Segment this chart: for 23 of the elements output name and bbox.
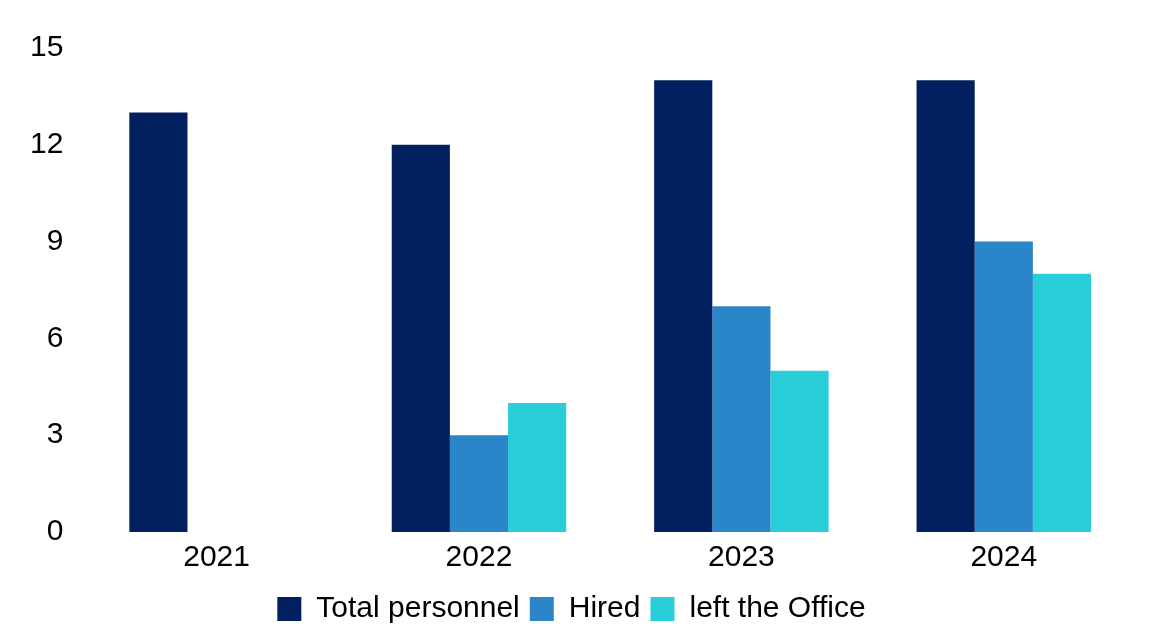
- y-tick-label: 0: [46, 513, 64, 547]
- y-tick-label: 6: [46, 319, 64, 353]
- legend-label: Hired: [568, 590, 641, 624]
- x-tick-label: 2024: [970, 539, 1038, 573]
- x-tick-label: 2022: [445, 539, 513, 573]
- y-tick-label: 3: [46, 416, 64, 450]
- x-tick-label: 2021: [183, 539, 250, 573]
- bar: [654, 80, 713, 532]
- bar: [1032, 273, 1092, 532]
- bar: [129, 112, 188, 532]
- legend-label: Total personnel: [316, 590, 520, 624]
- y-tick-label: 9: [46, 222, 64, 256]
- x-tick-label: 2023: [708, 539, 775, 573]
- bar: [508, 402, 567, 532]
- bar: [916, 80, 975, 532]
- legend-label: left the Office: [689, 590, 866, 624]
- bar: [449, 435, 509, 532]
- y-tick-label: 12: [29, 126, 64, 160]
- bar: [974, 241, 1033, 532]
- bar: [770, 370, 829, 532]
- y-tick-label: 15: [29, 29, 64, 63]
- bar: [712, 306, 771, 532]
- bar: [391, 144, 450, 532]
